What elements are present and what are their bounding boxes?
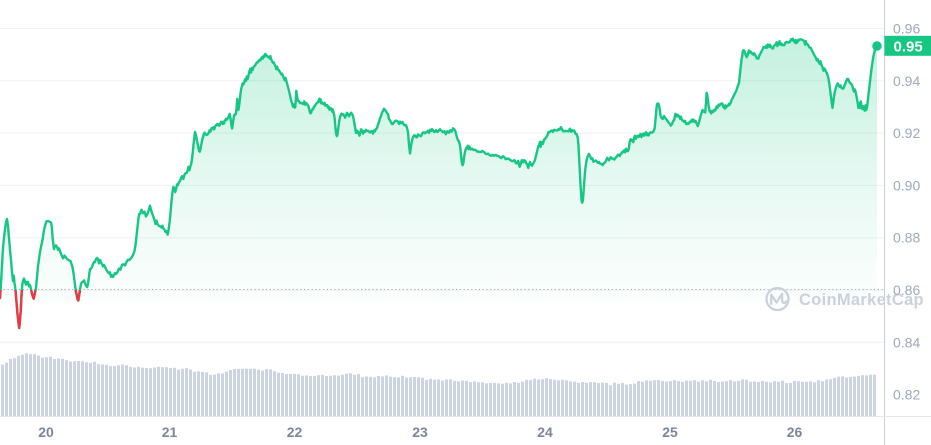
svg-text:0.84: 0.84 (893, 334, 920, 350)
svg-text:CoinMarketCap: CoinMarketCap (799, 291, 924, 309)
svg-text:0.86: 0.86 (893, 282, 920, 298)
svg-text:0.88: 0.88 (893, 230, 920, 246)
svg-text:0.96: 0.96 (893, 21, 920, 37)
svg-text:24: 24 (537, 424, 553, 440)
svg-text:0.92: 0.92 (893, 125, 920, 141)
svg-text:0.95: 0.95 (894, 38, 923, 55)
svg-text:20: 20 (38, 424, 54, 440)
svg-text:0.82: 0.82 (893, 387, 920, 403)
svg-text:26: 26 (787, 424, 803, 440)
svg-text:22: 22 (287, 424, 303, 440)
svg-text:21: 21 (162, 424, 178, 440)
svg-text:25: 25 (662, 424, 678, 440)
svg-text:0.94: 0.94 (893, 73, 920, 89)
svg-text:0.90: 0.90 (893, 177, 920, 193)
svg-text:23: 23 (412, 424, 428, 440)
